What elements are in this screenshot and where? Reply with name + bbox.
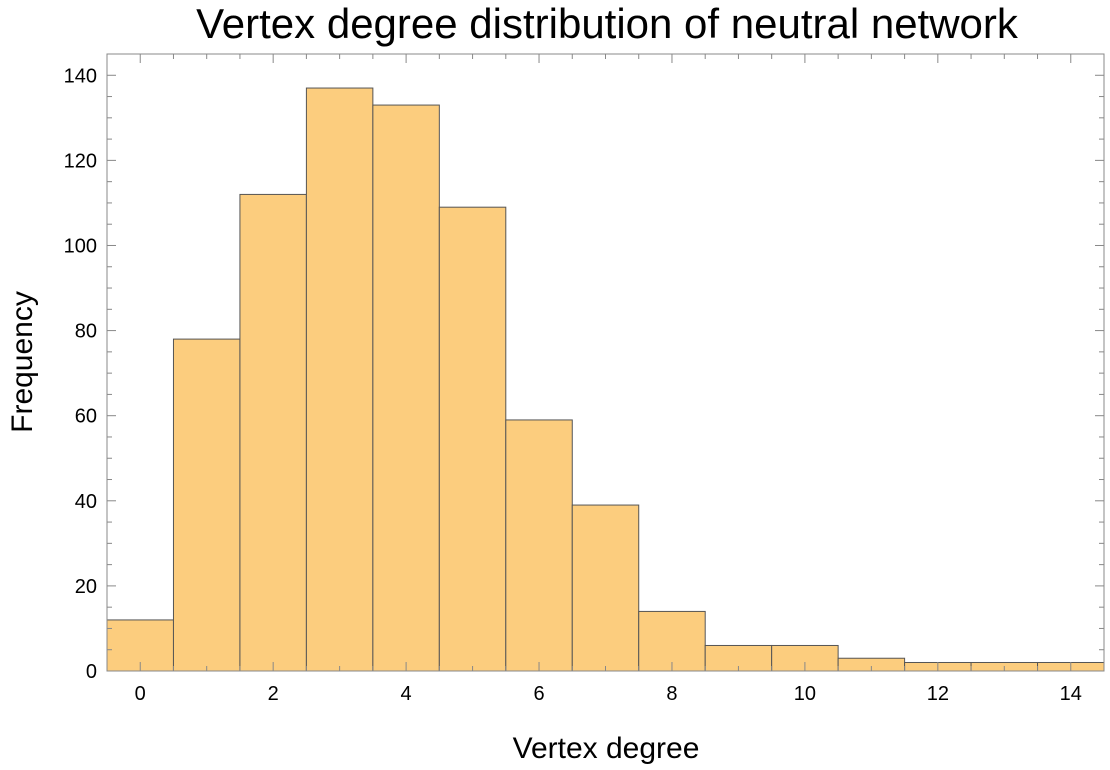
y-tick-label-20: 20: [75, 576, 97, 598]
x-tick-label-0: 0: [135, 683, 146, 705]
x-tick-label-4: 4: [401, 683, 412, 705]
bar-degree-7: [571, 504, 640, 672]
y-tick-label-140: 140: [64, 65, 97, 87]
x-tick-label-10: 10: [794, 683, 816, 705]
bar-degree-6: [505, 419, 573, 672]
x-tick-label-2: 2: [268, 683, 279, 705]
x-tick-label-12: 12: [927, 683, 949, 705]
y-tick-label-120: 120: [64, 150, 97, 172]
bar-degree-2: [239, 193, 307, 672]
y-tick-label-80: 80: [75, 321, 97, 343]
y-axis-label: Frequency: [6, 291, 39, 433]
chart-title: Vertex degree distribution of neutral ne…: [196, 0, 1019, 47]
plot-frame: [106, 53, 1105, 672]
x-tick-label-6: 6: [533, 683, 544, 705]
bar-degree-3: [305, 87, 374, 672]
bar-degree-4: [372, 104, 440, 672]
bar-degree-5: [438, 206, 507, 672]
x-axis-label: Vertex degree: [513, 732, 700, 765]
y-tick-label-40: 40: [75, 491, 97, 513]
bar-degree-1: [172, 338, 241, 672]
bars-group: [106, 87, 1105, 672]
x-tick-label-14: 14: [1060, 683, 1082, 705]
x-tick-label-8: 8: [666, 683, 677, 705]
bar-degree-8: [638, 610, 706, 672]
y-tick-label-60: 60: [75, 406, 97, 428]
y-tick-label-100: 100: [64, 235, 97, 257]
y-tick-label-0: 0: [86, 661, 97, 683]
